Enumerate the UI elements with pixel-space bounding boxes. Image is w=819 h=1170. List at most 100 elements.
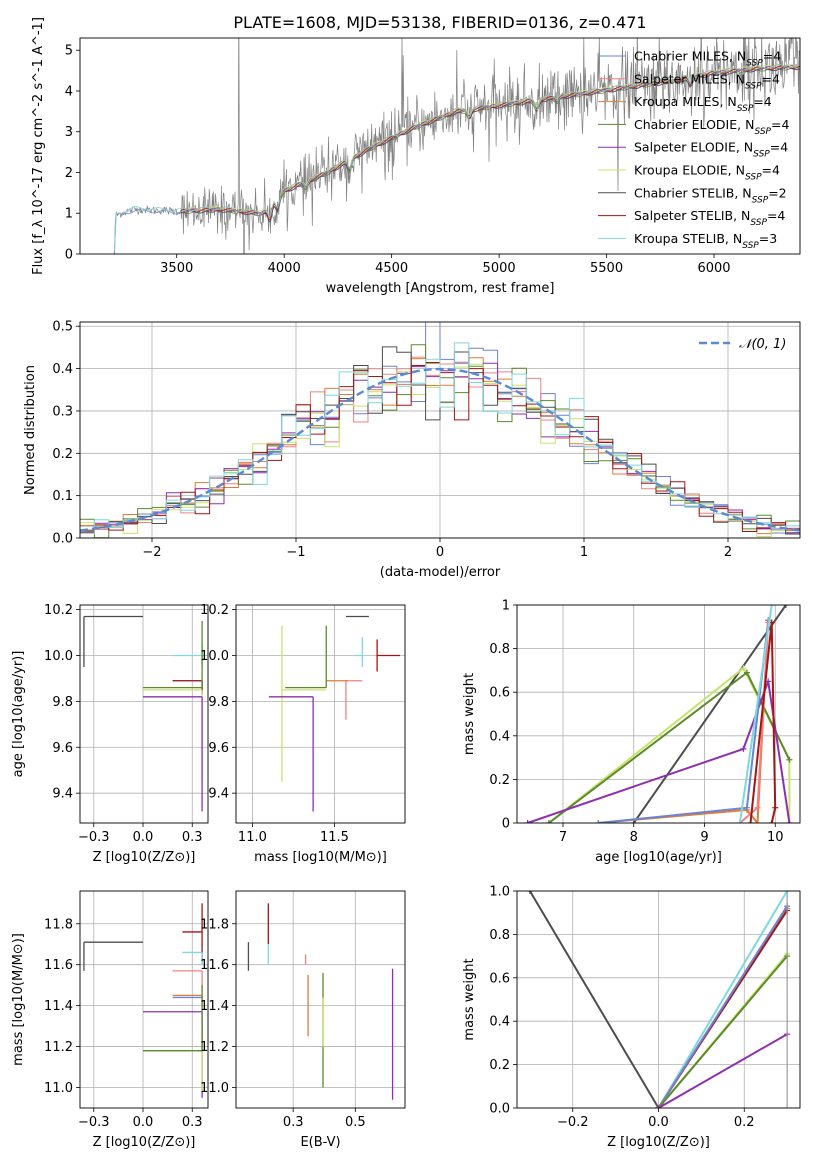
x-tick-label: 0.0: [133, 1115, 154, 1130]
plot-area: [247, 903, 394, 1100]
axes-frame: [235, 890, 406, 1109]
legend-family: Kroupa MILES, N: [634, 94, 737, 109]
x-axis-label: (data-model)/error: [380, 565, 501, 580]
x-tick-label: −0.3: [78, 830, 110, 845]
plot-area: [113, 38, 800, 254]
y-tick-label: 0.4: [52, 362, 73, 377]
plot-area: [524, 605, 793, 823]
y-axis-label: age [log10(age/yr)]: [11, 651, 26, 778]
x-axis-label: age [log10(age/yr)]: [595, 850, 722, 865]
x-tick-label: 0.0: [648, 1115, 669, 1130]
legend-subscript: SSP: [737, 104, 754, 114]
y-tick-label: 10.0: [44, 649, 73, 664]
y-tick-label: 0.2: [489, 1058, 510, 1073]
legend-nssp: =4: [762, 71, 780, 86]
y-tick-label: 0.2: [489, 773, 510, 788]
x-tick-label: 8: [630, 830, 638, 845]
legend-subscript: SSP: [746, 59, 763, 69]
observed-spectrum: [114, 38, 800, 254]
legend-family: Chabrier STELIB, N: [634, 185, 752, 200]
y-tick-label: 3: [65, 125, 73, 140]
x-axis-label: Z [log10(Z/Z⊙)]: [93, 850, 196, 865]
y-tick-label: 4: [65, 84, 73, 99]
y-tick-label: 11.8: [200, 917, 229, 932]
legend-subscript: SSP: [752, 195, 769, 205]
axes-frame: [79, 890, 209, 1109]
legend-nssp: =4: [771, 117, 789, 132]
x-tick-label: 0.5: [345, 1115, 366, 1130]
axes-residuals: −2 −1 0 1 2 0.0 0.1 0.2 0.3 0.4 0.5 (data-model)/er…: [23, 320, 801, 580]
x-tick-label: 2: [724, 545, 732, 560]
y-tick-label: 5: [65, 44, 73, 59]
y-tick-label: 9.4: [52, 787, 73, 802]
legend-nssp: =2: [768, 185, 786, 200]
mass-weight-line: [657, 955, 788, 1108]
axes-frame: [516, 604, 801, 824]
axes-mass-vs-Z: −0.3 0.0 0.3 11.0 11.2 11.4 11.6 11.8 Z [log10(Z…: [11, 890, 209, 1150]
legend-nssp: =4: [763, 49, 781, 64]
y-tick-label: 0.5: [52, 320, 73, 335]
y-tick-label: 0.8: [489, 642, 510, 657]
axes-mass-weight-vs-Z: −0.2 0.0 0.2 0.0 0.2 0.4 0.6 0.8 1.0 Z [log10(Z/Z…: [462, 885, 801, 1150]
x-tick-label: −0.3: [78, 1115, 110, 1130]
y-axis-label: mass [log10(M/M⊙)]: [11, 933, 26, 1066]
axes-frame: [516, 890, 801, 1109]
legend-label: Salpeter STELIB, NSSP=4: [634, 208, 785, 228]
residual-histogram: [80, 346, 800, 535]
legend-family: Kroupa ELODIE, N: [634, 163, 745, 178]
y-tick-label: 11.2: [44, 1040, 73, 1055]
x-tick-label: −0.2: [557, 1115, 589, 1130]
x-tick-label: 11.5: [320, 830, 349, 845]
x-tick-label: 0.3: [182, 830, 203, 845]
legend-nssp: =4: [770, 140, 788, 155]
legend-nssp: =4: [762, 163, 780, 178]
legend-family: Kroupa STELIB, N: [634, 231, 742, 246]
axes-mass-vs-EBV: 0.3 0.5 11.0 11.2 11.4 11.6 11.8 E(B-V): [200, 890, 406, 1150]
y-tick-label: 10.2: [44, 603, 73, 618]
y-tick-label: 9.4: [208, 787, 229, 802]
plot-area: [268, 615, 401, 812]
axes-frame: [79, 604, 209, 824]
mass-weight-line: [657, 905, 788, 1108]
legend-family: Salpeter MILES, N: [634, 71, 745, 86]
y-axis-label: mass weight: [462, 673, 477, 755]
y-tick-label: 11.6: [44, 958, 73, 973]
legend-subscript: SSP: [750, 218, 767, 228]
legend-family: Chabrier ELODIE, N: [634, 117, 754, 132]
model-spectrum: [113, 63, 799, 252]
y-tick-label: 0.8: [489, 928, 510, 943]
y-tick-label: 9.6: [52, 741, 73, 756]
y-tick-label: 0.0: [52, 532, 73, 547]
y-tick-label: 11.4: [44, 999, 73, 1014]
mass-weight-line: [529, 891, 660, 1108]
model-spectrum: [180, 63, 800, 220]
x-tick-label: 6000: [697, 261, 730, 276]
x-tick-label: 3500: [160, 261, 193, 276]
plot-area: [80, 322, 800, 538]
legend-label: Kroupa ELODIE, NSSP=4: [634, 163, 780, 183]
y-tick-label: 2: [65, 166, 73, 181]
y-tick-label: 10.2: [200, 603, 229, 618]
legend-label: Salpeter ELODIE, NSSP=4: [634, 140, 788, 160]
y-tick-label: 9.8: [208, 695, 229, 710]
legend-subscript: SSP: [753, 150, 770, 160]
x-axis-label: Z [log10(Z/Z⊙)]: [93, 1135, 196, 1150]
legend-subscript: SSP: [754, 127, 771, 137]
y-axis-label: mass weight: [462, 958, 477, 1040]
x-tick-label: 10: [767, 830, 784, 845]
x-tick-label: −2: [142, 545, 161, 560]
x-tick-label: −1: [286, 545, 305, 560]
axes-mass-weight-vs-age: 7 8 9 10 0 0.2 0.4 0.6 0.8 1 age [log10(age/yr)] ma…: [462, 599, 801, 865]
chart-layer: 3500 4000 4500 5000 5500 6000 0 1 2 3 4 5 wavelength…: [11, 17, 801, 1150]
axes-frame: [79, 37, 801, 255]
x-tick-label: 0.3: [182, 1115, 203, 1130]
legend-label: Kroupa STELIB, NSSP=3: [634, 231, 777, 251]
y-tick-label: 0.2: [52, 447, 73, 462]
y-tick-label: 11.2: [200, 1040, 229, 1055]
y-tick-label: 0.1: [52, 489, 73, 504]
legend-label: Chabrier STELIB, NSSP=2: [634, 185, 787, 205]
legend-nssp: =3: [759, 231, 777, 246]
y-tick-label: 9.6: [208, 741, 229, 756]
